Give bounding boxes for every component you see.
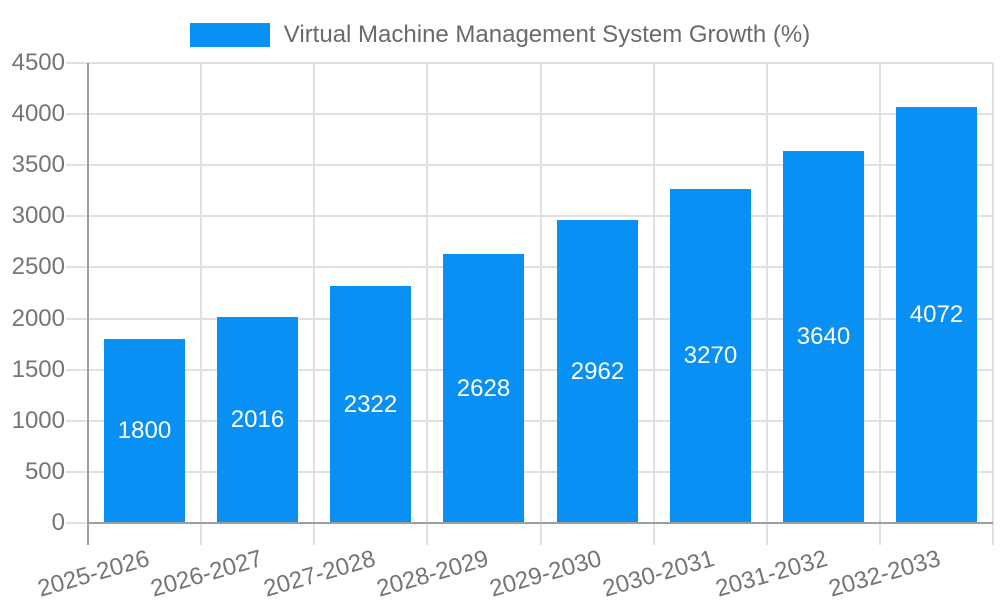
- v-gridline: [539, 63, 542, 545]
- v-gridline: [652, 63, 655, 545]
- h-gridline: [66, 368, 993, 371]
- y-tick-label: 4000: [11, 100, 65, 128]
- bar[interactable]: 2628: [443, 254, 524, 523]
- x-axis-line: [88, 522, 993, 524]
- y-tick-label: 0: [51, 509, 65, 536]
- v-gridline: [878, 63, 881, 545]
- bar[interactable]: 2322: [330, 286, 411, 523]
- bar-value-label: 3270: [683, 342, 738, 369]
- y-tick-label: 1500: [11, 355, 65, 383]
- bar-value-label: 2628: [456, 374, 511, 402]
- bar[interactable]: 2016: [217, 317, 298, 523]
- bar-value-label: 3640: [796, 323, 851, 350]
- v-gridline: [313, 63, 316, 545]
- legend-swatch[interactable]: [189, 23, 270, 47]
- h-gridline: [66, 470, 993, 473]
- h-gridline: [66, 62, 993, 64]
- bar-value-label: 4072: [909, 301, 964, 328]
- bar[interactable]: 2962: [557, 220, 638, 523]
- y-tick-label: 500: [24, 457, 65, 485]
- bar-value-label: 1800: [117, 417, 172, 444]
- y-tick-label: 2500: [11, 253, 65, 281]
- h-gridline: [66, 419, 993, 422]
- y-tick-label: 3500: [11, 151, 65, 179]
- bar-value-label: 2322: [343, 390, 398, 418]
- v-gridline: [200, 63, 203, 545]
- bar[interactable]: 3640: [783, 151, 864, 523]
- h-gridline: [66, 215, 993, 218]
- y-tick-label: 3000: [11, 202, 65, 230]
- h-gridline: [66, 317, 993, 320]
- y-axis-line: [87, 63, 89, 545]
- bar[interactable]: 1800: [104, 339, 185, 523]
- bar-value-label: 2016: [230, 406, 285, 433]
- legend-label[interactable]: Virtual Machine Management System Growth…: [283, 21, 811, 48]
- y-tick-label: 4500: [11, 49, 65, 76]
- legend[interactable]: Virtual Machine Management System Growth…: [0, 21, 1000, 49]
- bar[interactable]: 4072: [896, 107, 977, 523]
- h-gridline: [66, 113, 993, 116]
- zero-tick: [66, 522, 88, 524]
- y-tick-label: 2000: [11, 304, 65, 332]
- v-gridline: [426, 63, 429, 545]
- bar-value-label: 2962: [570, 357, 625, 385]
- v-gridline: [992, 63, 994, 545]
- bar[interactable]: 3270: [670, 189, 751, 523]
- h-gridline: [66, 164, 993, 167]
- y-tick-label: 1000: [11, 406, 65, 434]
- h-gridline: [66, 266, 993, 269]
- v-gridline: [765, 63, 768, 545]
